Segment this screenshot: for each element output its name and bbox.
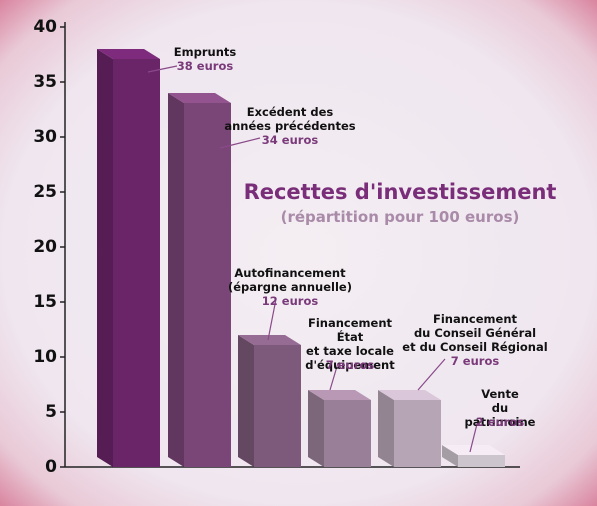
- value-label: 34 euros: [261, 133, 319, 147]
- bar-side: [168, 93, 184, 467]
- leader-line: [219, 137, 261, 149]
- bar-top: [97, 49, 160, 59]
- leader-line: [417, 358, 446, 391]
- y-tick-label: 20: [33, 237, 57, 257]
- bar-top: [238, 335, 301, 345]
- y-tick-label: 25: [33, 182, 57, 202]
- value-label: 7 euros: [450, 354, 500, 368]
- bar: [254, 345, 301, 467]
- bar: [184, 103, 231, 467]
- leader-line: [147, 65, 178, 73]
- value-label: 7 euros: [325, 358, 375, 372]
- y-tick-label: 15: [33, 292, 57, 312]
- chart-subtitle: (répartition pour 100 euros): [280, 208, 520, 226]
- bar: [113, 59, 160, 467]
- bar-side: [97, 49, 113, 467]
- category-label: Excédent des années précédentes: [224, 105, 356, 133]
- bar-top: [378, 390, 441, 400]
- leader-line: [469, 419, 479, 453]
- bar-side: [308, 390, 324, 467]
- y-tick-label: 10: [33, 347, 57, 367]
- y-tick-label: 35: [33, 72, 57, 92]
- category-label: Emprunts: [173, 45, 237, 59]
- y-tick-label: 5: [45, 402, 57, 422]
- category-label: Financement État et taxe locale d'équipe…: [305, 316, 395, 372]
- value-label: 38 euros: [176, 59, 234, 73]
- bar-top: [168, 93, 231, 103]
- leader-line: [267, 298, 277, 341]
- y-tick-label: 40: [33, 17, 57, 37]
- y-tick-label: 0: [45, 457, 57, 477]
- bar: [394, 400, 441, 467]
- bar: [324, 400, 371, 467]
- bar-side: [378, 390, 394, 467]
- leader-line: [329, 362, 339, 391]
- y-tick-label: 30: [33, 127, 57, 147]
- bar-side: [238, 335, 254, 467]
- value-label: 2 euros: [475, 415, 525, 429]
- bar: [458, 455, 505, 467]
- bar-top: [442, 445, 505, 455]
- category-label: Vente du patrimoine: [464, 387, 536, 429]
- value-label: 12 euros: [261, 294, 319, 308]
- category-label: Autofinancement (épargne annuelle): [227, 266, 352, 294]
- bar-side: [442, 445, 458, 467]
- chart-title: Recettes d'investissement: [243, 180, 557, 204]
- bar-top: [308, 390, 371, 400]
- category-label: Financement du Conseil Général et du Con…: [402, 312, 548, 354]
